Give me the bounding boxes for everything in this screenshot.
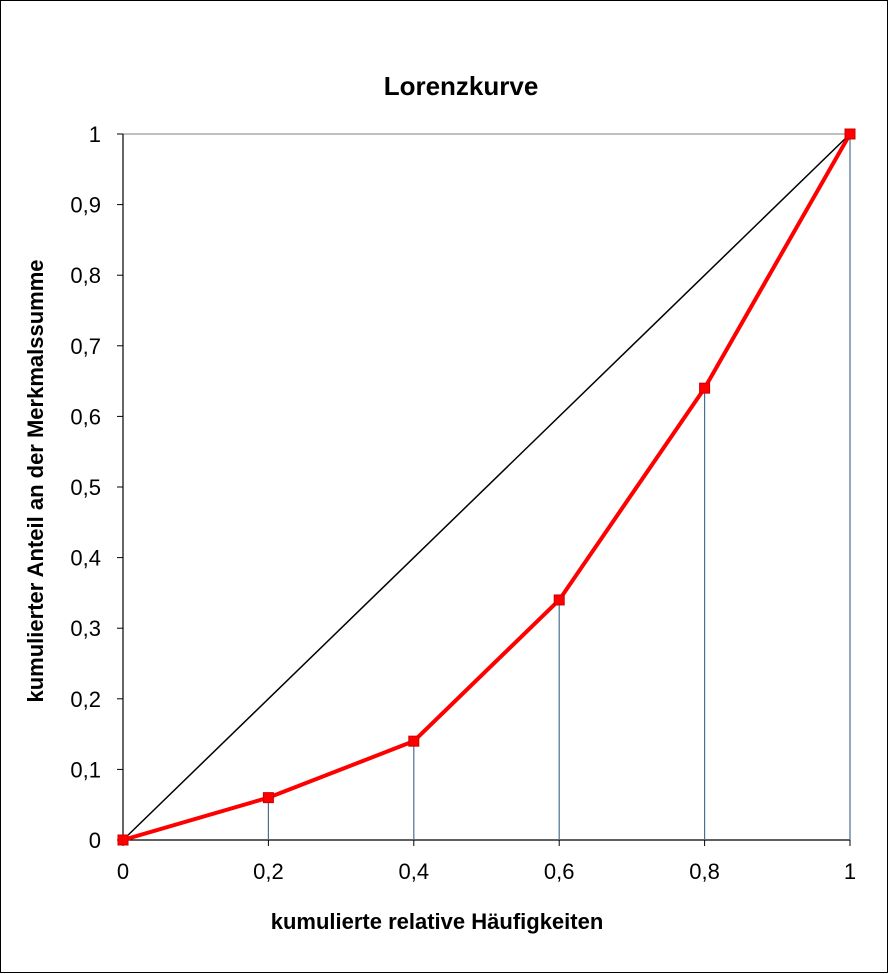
y-tick-label: 0	[89, 828, 101, 853]
lorenzkurve-point	[117, 834, 129, 846]
y-tick-label: 1	[89, 122, 101, 147]
y-tick-label: 0,4	[70, 546, 101, 571]
x-tick-label: 0,4	[399, 859, 430, 884]
plot-area: 0 0,1 0,2 0,3 0,4 0,5 0,6 0,7 0,8 0,9 1 0 0,2 0,4 0,6 0…	[70, 122, 856, 884]
x-tick-label: 0,2	[253, 859, 284, 884]
lorenzkurve-point	[699, 382, 711, 394]
x-tick-label: 1	[844, 859, 856, 884]
gleichverteilung-line	[122, 133, 851, 841]
chart-title: Lorenzkurve	[384, 71, 539, 101]
y-tick-label: 0,6	[70, 404, 101, 429]
x-tick-label: 0,8	[689, 859, 720, 884]
x-tick-label: 0,6	[544, 859, 575, 884]
y-tick-label: 0,1	[70, 757, 101, 782]
y-tick-label: 0,8	[70, 263, 101, 288]
y-tick-label: 0,2	[70, 687, 101, 712]
lorenzkurve-point	[844, 128, 856, 140]
lorenzkurve-point	[262, 792, 274, 804]
lorenzkurve-point	[553, 594, 565, 606]
y-tick-label: 0,5	[70, 475, 101, 500]
y-axis-label: kumulierter Anteil an der Merkmalssumme	[23, 259, 48, 702]
y-tick-label: 0,7	[70, 334, 101, 359]
x-axis-label: kumulierte relative Häufigkeiten	[271, 909, 604, 934]
y-tick-label: 0,9	[70, 193, 101, 218]
y-tick-label: 0,3	[70, 616, 101, 641]
x-tick-label: 0	[117, 859, 129, 884]
lorenzkurve-line	[122, 133, 852, 842]
lorenzkurve-point	[408, 735, 420, 747]
